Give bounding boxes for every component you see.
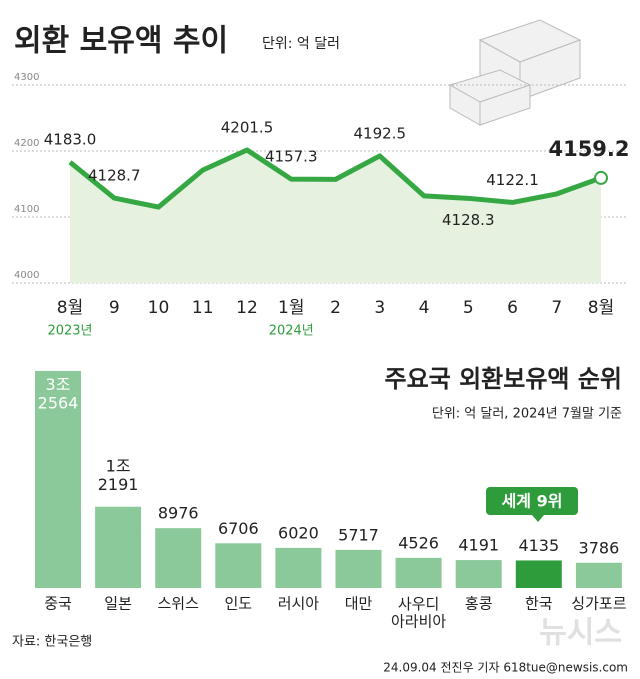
x-tick-label: 일본 <box>104 595 132 613</box>
bar <box>155 528 202 588</box>
value-label: 4128.3 <box>442 211 495 229</box>
x-tick-label: 러시아 <box>278 595 320 613</box>
chart-title: 외환 보유액 추이 <box>14 24 228 59</box>
x-tick-label: 3 <box>374 298 385 318</box>
x-tick-label: 7 <box>551 298 562 318</box>
y-tick-label: 4300 <box>14 72 39 83</box>
value-label: 6020 <box>278 523 319 542</box>
value-label: 4191 <box>458 536 499 555</box>
bar <box>515 560 562 588</box>
x-tick-label: 6 <box>507 298 518 318</box>
money-illustration <box>448 19 582 126</box>
value-label: 8976 <box>158 504 199 523</box>
value-label: 4159.2 <box>548 137 629 161</box>
credit: 24.09.04 전진우 기자 618tue@newsis.com <box>383 661 628 675</box>
bar <box>335 549 382 588</box>
x-tick-label: 한국 <box>525 595 553 613</box>
x-tick-label: 싱가포르 <box>571 595 626 613</box>
x-tick-label: 대만 <box>345 595 373 613</box>
line <box>68 147 602 210</box>
badge-box <box>486 487 578 515</box>
x-tick-label: 인도 <box>224 595 252 613</box>
bar <box>35 370 81 588</box>
x-tick-label: 8월 <box>57 298 83 318</box>
badge-pointer <box>532 515 544 522</box>
value-label: 3조 2564 <box>38 374 79 411</box>
value-label: 6706 <box>218 519 259 538</box>
bar <box>575 562 622 588</box>
badge: 세계 9위 <box>486 487 578 522</box>
value-label: 4157.3 <box>265 148 318 166</box>
value-label: 4192.5 <box>354 124 407 142</box>
chart-subtitle: 단위: 억 달러, 2024년 7월말 기준 <box>432 407 622 422</box>
chart-title: 주요국 외환보유액 순위 <box>384 365 622 393</box>
x-tick-label: 4 <box>419 298 430 318</box>
y-tick-label: 4100 <box>14 204 39 215</box>
x-tick-label: 11 <box>192 298 214 318</box>
area <box>70 150 601 283</box>
x-tick-label: 2 <box>330 298 341 318</box>
chart-subtitle: 단위: 억 달러 <box>262 36 340 52</box>
x-tick-label: 10 <box>148 298 170 318</box>
year-label: 2023년 <box>47 324 92 339</box>
value-label: 4122.1 <box>486 171 539 189</box>
y-tick-label: 4000 <box>14 270 39 281</box>
x-tick-label: 9 <box>109 298 120 318</box>
x-tick-label: 중국 <box>44 595 72 613</box>
source: 자료: 한국은행 <box>12 634 92 650</box>
bar <box>395 557 442 588</box>
bar <box>455 560 502 588</box>
badge-text: 세계 9위 <box>502 492 563 511</box>
x-tick-label: 홍콩 <box>465 595 493 613</box>
x-tick-label: 12 <box>236 298 258 318</box>
year-label: 2024년 <box>269 324 314 339</box>
value-label: 4201.5 <box>221 119 274 137</box>
value-label: 4526 <box>398 533 439 552</box>
value-label: 4128.7 <box>88 167 141 185</box>
x-tick-label: 5 <box>463 298 474 318</box>
x-tick-label: 사우디 아라비아 <box>391 595 446 630</box>
value-label: 3786 <box>579 538 620 557</box>
watermark: 뉴시스 <box>539 616 622 651</box>
point <box>594 170 608 185</box>
value-label: 4135 <box>518 536 559 555</box>
bar <box>95 506 142 588</box>
y-tick-label: 4200 <box>14 138 39 149</box>
x-tick-label: 스위스 <box>157 595 199 613</box>
bar <box>215 543 262 588</box>
x-tick-label: 1월 <box>278 298 304 318</box>
value-label: 5717 <box>338 525 379 544</box>
value-label: 4183.0 <box>44 131 97 149</box>
value-label: 1조 2191 <box>98 456 139 493</box>
bar <box>275 547 322 588</box>
x-tick-label: 8월 <box>588 298 614 318</box>
